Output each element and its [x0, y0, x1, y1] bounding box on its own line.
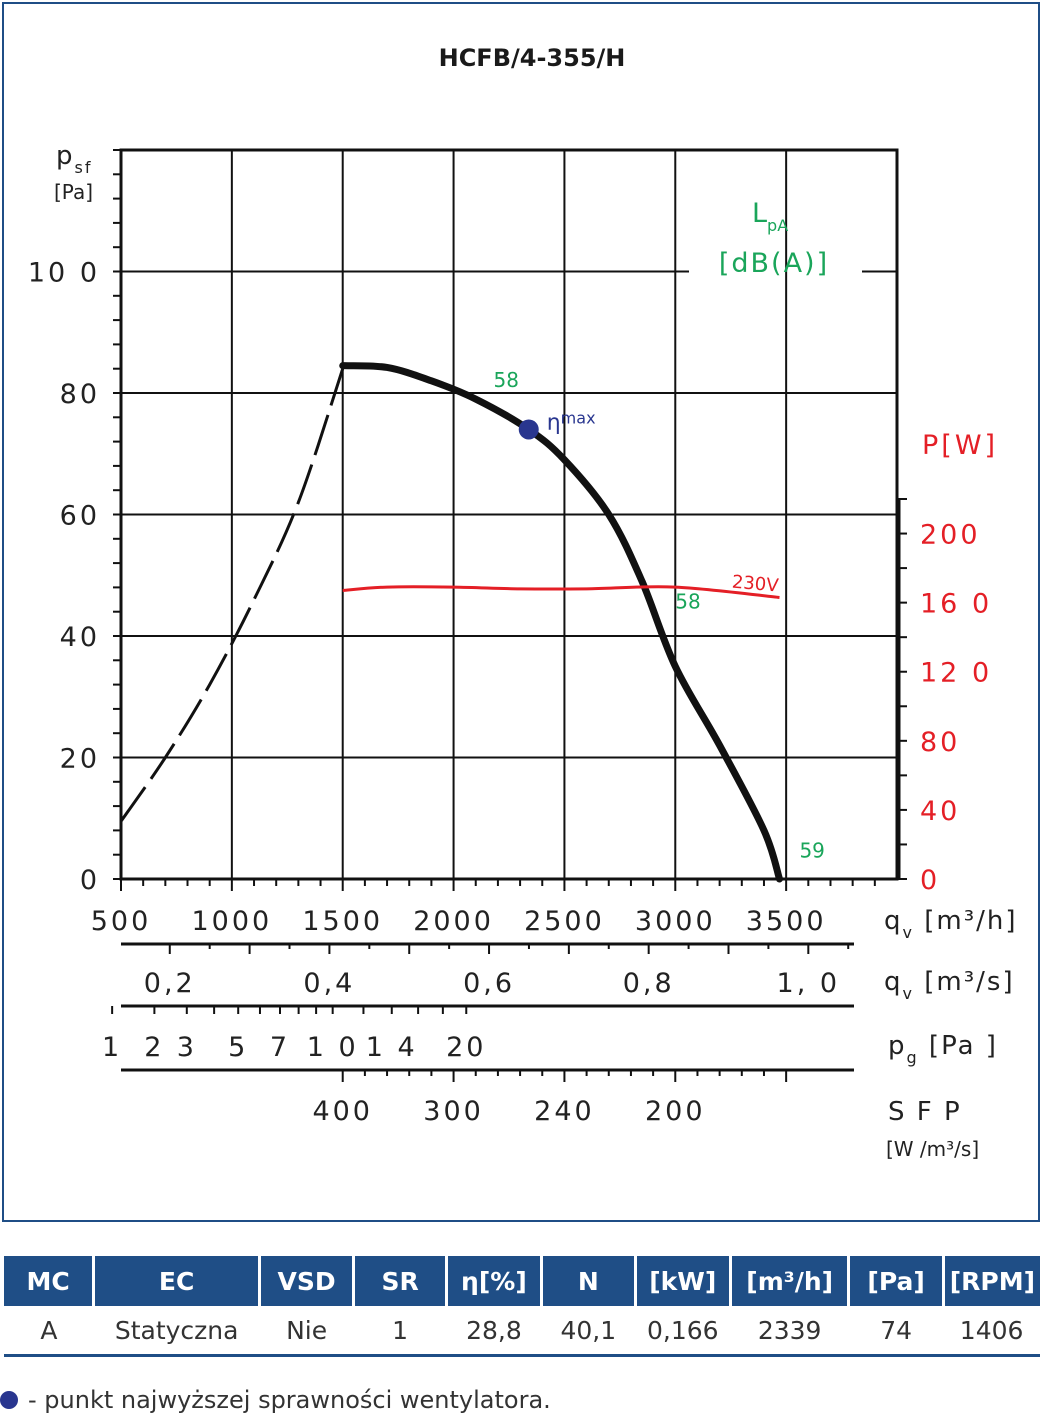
- x-axis-label-2: pg [Pa ]: [888, 1031, 998, 1067]
- cell-pa: 74: [848, 1306, 944, 1357]
- legend: - punkt najwyższej sprawności wentylator…: [0, 1384, 551, 1416]
- x-tick-label-sfp: 240: [534, 1096, 595, 1127]
- y2-tick-label: 12 0: [920, 658, 992, 689]
- y-tick-label: 40: [60, 622, 100, 653]
- header-eta: η[%]: [444, 1256, 542, 1306]
- x-tick-label-m3s: 0,8: [623, 968, 675, 999]
- cell-vsd: Nie: [259, 1306, 354, 1357]
- x-tick-label-m3h: 2000: [413, 906, 494, 937]
- legend-text: - punkt najwyższej sprawności wentylator…: [28, 1386, 551, 1414]
- y-tick-label: 10 0: [28, 258, 100, 289]
- power-curve-label: 230V: [731, 572, 780, 597]
- x-axis-label-sub: v: [903, 923, 914, 942]
- eta-max-point: [518, 419, 539, 440]
- y2-tick-label: 80: [920, 727, 960, 758]
- cell-mc: A: [4, 1306, 94, 1357]
- x-tick-label-m3h: 1000: [191, 906, 272, 937]
- x-tick-label-pg: 1: [102, 1032, 122, 1063]
- x-tick-label-m3h: 1500: [302, 906, 383, 937]
- chart-frame: HCFB/4-355/H 0 20 40 60 80 10 0 psf [Pa] 0 40 80 12 …: [2, 2, 1040, 1222]
- x-tick-label-m3h: 3500: [746, 906, 827, 937]
- x-axis-unit: [Pa ]: [919, 1031, 998, 1061]
- header-kw: [kW]: [633, 1256, 731, 1306]
- header-n: N: [539, 1256, 636, 1306]
- x-tick-label-m3s: 0,4: [303, 968, 355, 999]
- y-tick-label: 60: [60, 501, 100, 532]
- power-curve-230v: [342, 585, 780, 599]
- eta-max-dot-icon: [0, 1391, 18, 1409]
- x-tick-label-pg: 1 0: [307, 1032, 359, 1063]
- y-axis-label: psf: [56, 141, 92, 177]
- cell-eta: 28,8: [446, 1306, 542, 1357]
- lpa-unit: [dB(A)]: [719, 248, 829, 279]
- pressure-curve: [339, 362, 783, 883]
- x-axis-unit-sfp: [W /m³/s]: [886, 1137, 979, 1161]
- cell-n: 40,1: [541, 1306, 636, 1357]
- header-sr: SR: [352, 1256, 447, 1306]
- eta-max-symbol: η: [547, 410, 561, 435]
- x-tick-label-m3s: 0,2: [144, 968, 196, 999]
- x-tick-label-sfp: 400: [312, 1096, 373, 1127]
- header-vsd: VSD: [257, 1256, 354, 1306]
- y-tick-label: 80: [60, 379, 100, 410]
- y2-tick-label: 0: [920, 865, 940, 896]
- y2-tick-label: 16 0: [920, 589, 992, 620]
- x-axis-label-main: q: [884, 967, 903, 997]
- x-axis-label-sub: g: [907, 1048, 919, 1067]
- y-tick-label: 20: [60, 744, 100, 775]
- x-tick-label-sfp: 300: [423, 1096, 484, 1127]
- x-axis-label-1: qv [m³/s]: [884, 967, 1015, 1003]
- y-axis-label-main: p: [56, 141, 75, 171]
- header-rpm: [RPM]: [941, 1256, 1040, 1306]
- noise-label: 59: [799, 839, 824, 863]
- table-row: A Statyczna Nie 1 28,8 40,1 0,166 2339 7…: [4, 1306, 1040, 1357]
- x-tick-label-pg: 3: [177, 1032, 197, 1063]
- eta-max-sub: max: [561, 408, 596, 427]
- y-axis-unit: [Pa]: [54, 180, 93, 204]
- x-axis-label-sfp: S F P: [888, 1097, 962, 1127]
- x-tick-label-m3h: 500: [91, 906, 152, 937]
- y2-tick-label: 200: [920, 520, 981, 551]
- cell-m3h: 2339: [730, 1306, 849, 1357]
- noise-label: 58: [675, 590, 700, 614]
- x-tick-label-pg: 5: [228, 1032, 248, 1063]
- x-tick-label-m3h: 3000: [635, 906, 716, 937]
- noise-label: 58: [493, 368, 518, 392]
- x-axis-label-main: q: [884, 906, 903, 936]
- header-pa: [Pa]: [847, 1256, 944, 1306]
- x-tick-label-m3h: 2500: [524, 906, 605, 937]
- x-tick-label-m3s: 1, 0: [777, 968, 841, 999]
- cell-ec: Statyczna: [93, 1306, 260, 1357]
- y-tick-label: 0: [80, 865, 100, 896]
- x-axis-label-0: qv [m³/h]: [884, 906, 1018, 942]
- cell-rpm: 1406: [943, 1306, 1040, 1357]
- lpa-label: LpA: [752, 198, 788, 235]
- x-axis-unit: [m³/h]: [914, 906, 1018, 936]
- x-tick-label-pg: 20: [446, 1032, 486, 1063]
- parameters-table: MC EC VSD SR η[%] N [kW] [m³/h] [Pa] [RP…: [4, 1256, 1040, 1357]
- header-m3h: [m³/h]: [728, 1256, 849, 1306]
- x-axis-label-sub: v: [903, 984, 914, 1003]
- header-ec: EC: [92, 1256, 260, 1306]
- chart-title: HCFB/4-355/H: [439, 44, 626, 72]
- x-tick-label-pg: 1 4: [366, 1032, 418, 1063]
- x-tick-label-pg: 2: [144, 1032, 164, 1063]
- header-mc: MC: [4, 1256, 94, 1306]
- y2-tick-label: 40: [920, 796, 960, 827]
- pressure-curve-unstable: [119, 368, 345, 823]
- cell-kw: 0,166: [635, 1306, 731, 1357]
- cell-sr: 1: [353, 1306, 447, 1357]
- table-header-row: MC EC VSD SR η[%] N [kW] [m³/h] [Pa] [RP…: [4, 1256, 1040, 1306]
- x-axis-unit: [m³/s]: [914, 967, 1015, 997]
- x-axis-label-main: p: [888, 1031, 907, 1061]
- x-tick-label-pg: 7: [270, 1032, 290, 1063]
- lpa-label-sub: pA: [767, 216, 788, 235]
- y2-axis-label: P[W]: [922, 430, 998, 461]
- y-axis-label-sub: sf: [75, 158, 93, 177]
- x-tick-label-m3s: 0,6: [463, 968, 515, 999]
- eta-max-label: ηmax: [547, 408, 596, 435]
- lpa-label-main: L: [752, 198, 767, 229]
- x-tick-label-sfp: 200: [645, 1096, 706, 1127]
